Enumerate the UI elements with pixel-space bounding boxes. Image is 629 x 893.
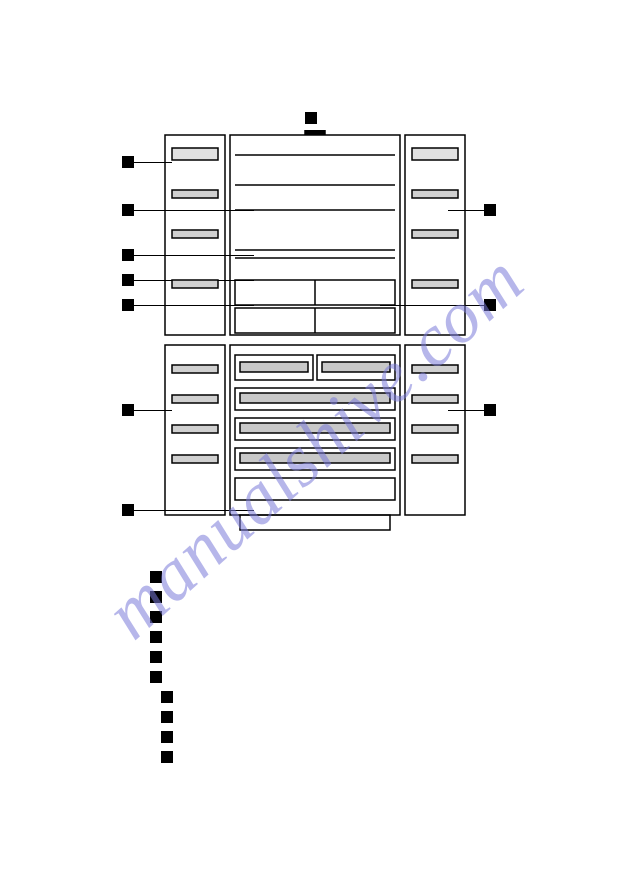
callout-left-7 [122, 504, 134, 516]
callout-left-5 [122, 299, 134, 311]
callout-top [305, 112, 317, 124]
callout-left-4 [122, 274, 134, 286]
callout-left-2 [122, 204, 134, 216]
callout-left-3 [122, 249, 134, 261]
legend-item [150, 610, 328, 624]
legend-item [161, 690, 339, 704]
callout-left-6 [122, 404, 134, 416]
legend-item [150, 590, 328, 604]
legend-item [150, 650, 328, 664]
legend-col-right [161, 690, 339, 770]
legend-item [150, 670, 328, 684]
legend [150, 570, 520, 770]
callout-left-1 [122, 156, 134, 168]
legend-col-left [150, 570, 328, 690]
refrigerator-diagram [140, 130, 490, 540]
legend-item [150, 630, 328, 644]
legend-item [150, 570, 328, 584]
legend-item [161, 710, 339, 724]
legend-item [161, 730, 339, 744]
legend-item [161, 750, 339, 764]
